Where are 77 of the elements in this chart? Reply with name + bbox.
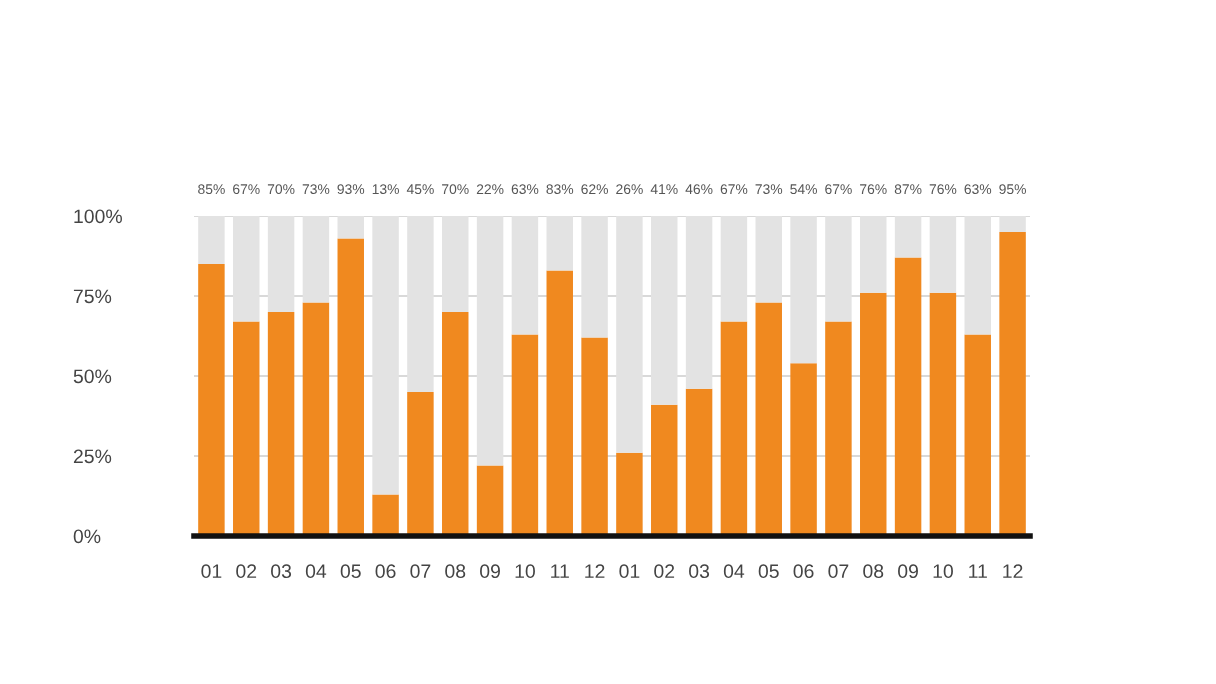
bar (651, 216, 678, 405)
bar (511, 334, 539, 536)
bar (198, 216, 225, 264)
y-tick-label: 75% (73, 289, 112, 304)
y-tick-label: 0% (73, 529, 101, 544)
x-tick-label: 07 (410, 564, 431, 579)
bar (755, 302, 782, 536)
x-tick-label: 05 (758, 564, 779, 579)
x-tick-label: 08 (863, 564, 884, 579)
bar (511, 216, 539, 335)
bar (651, 404, 678, 536)
bar (616, 216, 643, 453)
x-tick-label: 02 (654, 564, 675, 579)
x-tick-label: 03 (689, 564, 710, 579)
x-tick-label: 09 (898, 564, 918, 579)
bar (894, 257, 922, 536)
bar (476, 465, 504, 536)
bar (685, 216, 713, 389)
x-tick-label: 10 (933, 564, 953, 579)
bar (616, 452, 643, 536)
bar (267, 216, 295, 312)
bar (929, 216, 957, 293)
y-tick-label: 100% (74, 209, 122, 224)
y-tick-label: 50% (73, 369, 112, 384)
x-tick-label: 02 (236, 564, 257, 579)
x-tick-label: 01 (201, 564, 222, 579)
bar (442, 216, 469, 312)
bar (337, 216, 364, 239)
bar (755, 216, 782, 303)
bar (581, 216, 608, 338)
x-tick-label: 03 (271, 564, 292, 579)
bar (372, 216, 399, 495)
x-tick-label: 06 (375, 564, 396, 579)
bar (999, 232, 1026, 536)
bar (790, 216, 817, 364)
bar (790, 363, 817, 536)
bar (372, 494, 399, 536)
bar (267, 312, 295, 536)
bar (860, 292, 887, 536)
x-tick-label: 04 (305, 564, 327, 579)
bar (860, 216, 887, 293)
bar (685, 388, 713, 536)
bar (407, 392, 434, 536)
x-tick-label: 04 (723, 564, 745, 579)
x-tick-label: 08 (445, 564, 466, 579)
bar (476, 216, 504, 466)
bar (302, 216, 330, 303)
bar (825, 216, 852, 322)
bar (546, 270, 573, 536)
bar (964, 216, 991, 335)
bar (825, 321, 852, 536)
bar (233, 216, 260, 322)
x-tick-label: 12 (1003, 564, 1023, 578)
bar (546, 216, 573, 271)
bar (720, 216, 748, 322)
bar (302, 302, 330, 536)
bar (337, 238, 364, 536)
bar (894, 216, 922, 258)
x-tick-label: 01 (619, 564, 640, 579)
x-tick-label: 09 (480, 564, 500, 579)
x-tick-label: 10 (515, 564, 535, 579)
x-tick-label: 05 (340, 564, 361, 579)
bar (581, 337, 608, 536)
bar (233, 321, 260, 536)
x-tick-label: 12 (585, 564, 605, 578)
x-tick-label: 06 (793, 564, 814, 579)
x-tick-label: 11 (969, 564, 987, 578)
bar (720, 321, 748, 536)
y-tick-label: 25% (73, 449, 112, 464)
bar (442, 312, 469, 536)
bar (407, 216, 434, 392)
bar (999, 216, 1026, 232)
bar (964, 334, 991, 536)
bar (198, 264, 225, 536)
x-tick-label: 11 (551, 564, 569, 578)
bar (929, 292, 957, 536)
x-tick-label: 07 (828, 564, 849, 579)
